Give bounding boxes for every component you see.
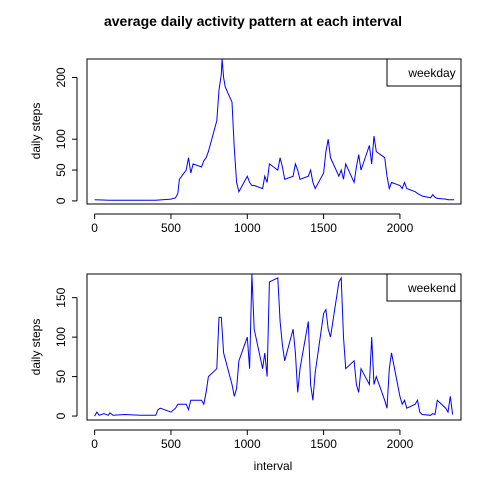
x-axis-label: interval	[254, 459, 293, 473]
weekday-x-tick-label: 1500	[310, 221, 337, 235]
weekday-x-tick-label: 0	[91, 221, 98, 235]
weekend-y-tick-label: 50	[54, 370, 68, 384]
weekday-series-line	[94, 58, 455, 201]
weekday-legend-box	[386, 58, 462, 87]
weekend-y-axis-label: daily steps	[29, 319, 43, 376]
weekday-x-tick-label: 2000	[387, 221, 414, 235]
weekend-x-tick-label: 2000	[387, 437, 414, 451]
weekend-y-tick-label: 150	[54, 287, 68, 307]
weekday-y-axis-label: daily steps	[29, 103, 43, 160]
weekend-x-tick-label: 1000	[234, 437, 261, 451]
weekday-plot-frame	[86, 58, 462, 205]
weekend-legend-label: weekend	[407, 281, 456, 295]
weekend-series-line	[94, 273, 454, 417]
weekend-x-tick-label: 500	[161, 437, 181, 451]
weekend-plot-frame	[86, 273, 462, 421]
weekend-x-tick-label: 1500	[310, 437, 337, 451]
weekday-x-tick-label: 500	[161, 221, 181, 235]
weekday-legend-label: weekday	[407, 66, 455, 80]
weekday-y-tick-label: 100	[54, 129, 68, 149]
weekend-panel: daily steps weekend 0 500 1000 1500 2000 0 50 1…	[29, 273, 462, 451]
weekday-panel: daily steps weekday 0 500 1000 1500 2000 0 50 1…	[29, 58, 462, 235]
weekday-y-tick-label: 0	[54, 197, 68, 204]
weekday-x-tick-label: 1000	[234, 221, 261, 235]
weekend-legend-box	[386, 273, 462, 302]
weekend-y-tick-label: 0	[54, 412, 68, 419]
weekend-x-tick-label: 0	[91, 437, 98, 451]
weekend-y-tick-label: 100	[54, 327, 68, 347]
chart-title: average daily activity pattern at each i…	[104, 13, 402, 29]
weekday-y-tick-label: 50	[54, 163, 68, 177]
weekday-y-tick-label: 200	[54, 67, 68, 87]
